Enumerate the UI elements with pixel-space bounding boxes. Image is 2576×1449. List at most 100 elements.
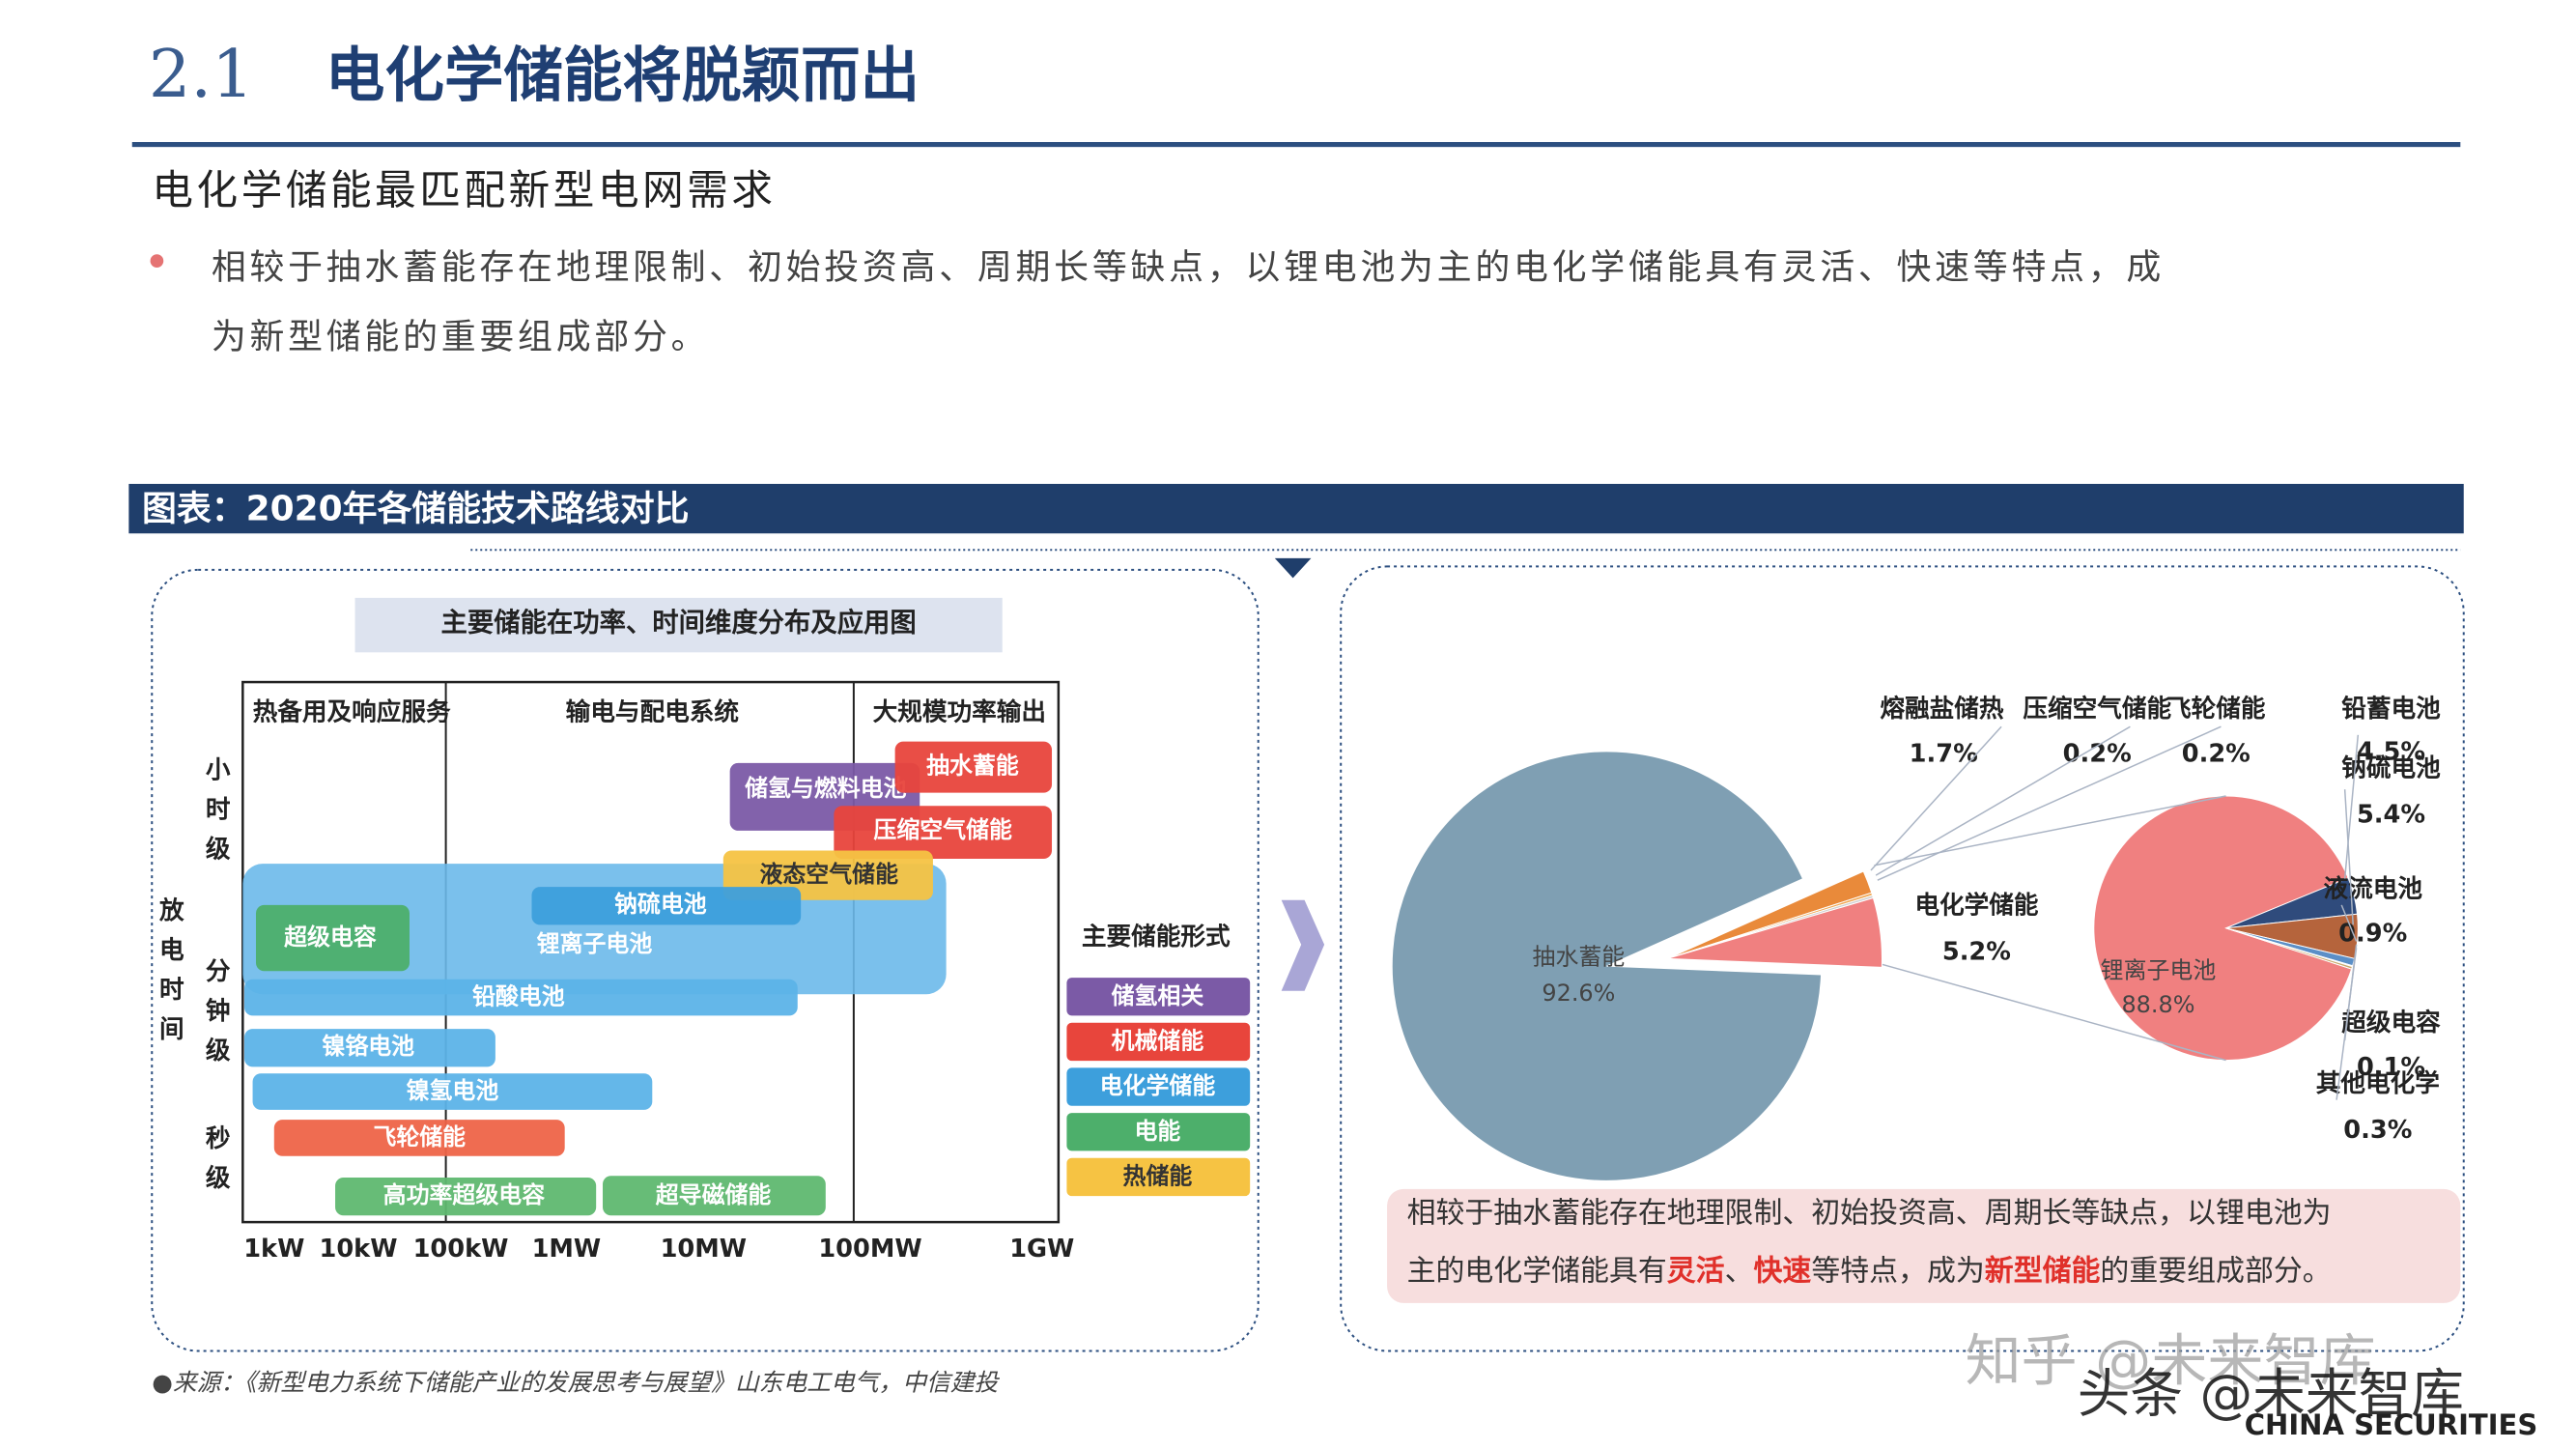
pie-category-label: 抽水蓄能: [1533, 944, 1626, 971]
legend-label: 机械储能: [1112, 1027, 1204, 1054]
storage-box: [834, 806, 1053, 859]
pie-category-label: 压缩空气储能: [2023, 694, 2171, 724]
storage-label: 钠硫电池: [614, 891, 707, 918]
legend-swatch: [1066, 1067, 1251, 1106]
storage-label: 抽水蓄能: [926, 752, 1019, 779]
storage-label: 高功率超级电容: [383, 1181, 546, 1208]
pie-category-label: 锂离子电池: [2101, 956, 2217, 983]
pie-value-label: 0.2%: [2063, 739, 2132, 768]
callout-segment: 等特点，成为: [1811, 1254, 1984, 1288]
callout-segment: 新型储能: [1985, 1254, 2101, 1288]
bullet-dot: [150, 254, 164, 268]
leader-line: [2335, 948, 2358, 1100]
storage-label: 飞轮储能: [373, 1123, 466, 1151]
x-label: 1kW: [243, 1235, 304, 1264]
pie-value-label: 1.7%: [1910, 739, 1978, 768]
legend-swatch: [1066, 1157, 1251, 1197]
source: ●来源：《新型电力系统下储能产业的发展思考与展望》山东电工电气，中信建投: [152, 1369, 1000, 1397]
pie-category-label: 超级电容: [2341, 1008, 2441, 1037]
storage-box: [603, 1176, 826, 1216]
column-header: 大规模功率输出: [873, 697, 1046, 727]
storage-label: 液态空气储能: [759, 861, 898, 888]
leader-line: [1875, 725, 2131, 876]
section-title: 电化学储能将脱颖而出: [326, 41, 920, 110]
storage-box: [255, 904, 410, 972]
legend-label: 热储能: [1123, 1162, 1193, 1189]
right-panel: [1340, 565, 2465, 1352]
section-number: 2.1: [149, 37, 254, 113]
bullet-text: 为新型储能的重要组成部分。: [212, 317, 709, 356]
storage-box: [894, 741, 1053, 793]
pie-category-label: 电化学储能: [1914, 891, 2039, 921]
callout-segment: 快速: [1754, 1254, 1812, 1288]
storage-label: 压缩空气储能: [873, 816, 1012, 843]
pie-value-label: 88.8%: [2121, 991, 2194, 1018]
x-label: 10MW: [661, 1235, 747, 1264]
pie-category-label: 钠硫电池: [2341, 753, 2441, 783]
legend-swatch: [1066, 1022, 1251, 1062]
leader-line: [2343, 789, 2354, 925]
pie-value-label: 5.2%: [1942, 937, 2011, 966]
x-label: 10kW: [320, 1235, 398, 1264]
storage-label: 镍氢电池: [407, 1077, 499, 1104]
logo: CHINA SECURITIES: [2245, 1408, 2538, 1441]
legend-label: 储氢相关: [1112, 982, 1204, 1009]
storage-box: [244, 1029, 495, 1067]
left-panel: [151, 568, 1260, 1352]
legend-swatch: [1066, 978, 1251, 1016]
leader-line: [1874, 795, 2226, 867]
storage-label: 铅酸电池: [472, 983, 565, 1010]
watermark: 知乎 @未来智库: [1965, 1327, 2375, 1393]
pie-category-label: 铅蓄电池: [2341, 695, 2441, 724]
x-label: 100MW: [818, 1235, 921, 1264]
leader-line: [1877, 725, 2222, 881]
leader-line: [1882, 963, 2226, 1062]
x-label: 1MW: [532, 1235, 602, 1264]
pie-category-label: 飞轮储能: [2166, 694, 2266, 724]
pointer: [1274, 557, 1312, 579]
leader-line: [2340, 904, 2358, 942]
y-label: 小时级: [201, 756, 230, 876]
pie-category-label: 熔融盐储热: [1880, 694, 2004, 724]
storage-label: 锂离子电池: [537, 930, 653, 957]
y-label: 秒级: [201, 1124, 230, 1204]
y-axis-title: 放电时间: [155, 896, 184, 1056]
legend-title: 主要储能形式: [1082, 922, 1231, 952]
pie-value-label: 5.4%: [2357, 801, 2425, 830]
leader-line: [1870, 725, 2002, 871]
storage-box: [531, 887, 802, 925]
storage-label: 镍铬电池: [322, 1033, 414, 1060]
diagram-title-box: [354, 597, 1003, 653]
storage-label: 储氢与燃料电池: [745, 775, 907, 802]
pie-value-label: 92.6%: [1542, 980, 1615, 1007]
pie-slice: [1391, 751, 1823, 1181]
storage-label: 超导磁储能: [656, 1181, 772, 1208]
legend-label: 电能: [1135, 1118, 1181, 1145]
callout-segment: 的重要组成部分。: [2100, 1254, 2331, 1288]
pie-value-label: 0.1%: [2357, 1053, 2425, 1082]
pie-slice: [1667, 896, 1882, 968]
pie-category-label: 液流电池: [2323, 874, 2422, 903]
pie-value-label: 0.2%: [2182, 739, 2250, 768]
legend-label: 电化学储能: [1100, 1072, 1216, 1099]
x-label: 1GW: [1009, 1235, 1074, 1264]
bullet-text: 相较于抽水蓄能存在地理限制、初始投资高、周期长等缺点，以锂电池为主的电化学储能具…: [212, 248, 2165, 288]
storage-box: [244, 979, 798, 1016]
pie-value-label: 4.5%: [2357, 738, 2425, 767]
pie-slice: [2225, 927, 2354, 970]
callout-text: 相较于抽水蓄能存在地理限制、初始投资高、周期长等缺点，以锂电池为: [1407, 1196, 2332, 1230]
storage-label: 超级电容: [284, 923, 377, 951]
pie-value-label: 0.3%: [2343, 1116, 2412, 1145]
header-rule: [131, 142, 2461, 148]
legend-swatch: [1066, 1113, 1251, 1151]
callout-segment: 相较于抽水蓄能存在地理限制、初始投资高、周期长等缺点，以锂电池为: [1407, 1196, 2332, 1230]
storage-box: [335, 1177, 597, 1216]
callout-box: [1387, 1188, 2461, 1303]
pie-slice: [2093, 795, 2353, 1062]
figure-banner-text: 图表：2020年各储能技术路线对比: [142, 489, 689, 528]
pie-category-label: 其他电化学: [2316, 1068, 2440, 1098]
leader-line: [2343, 734, 2360, 879]
chevron: [1281, 899, 1325, 991]
